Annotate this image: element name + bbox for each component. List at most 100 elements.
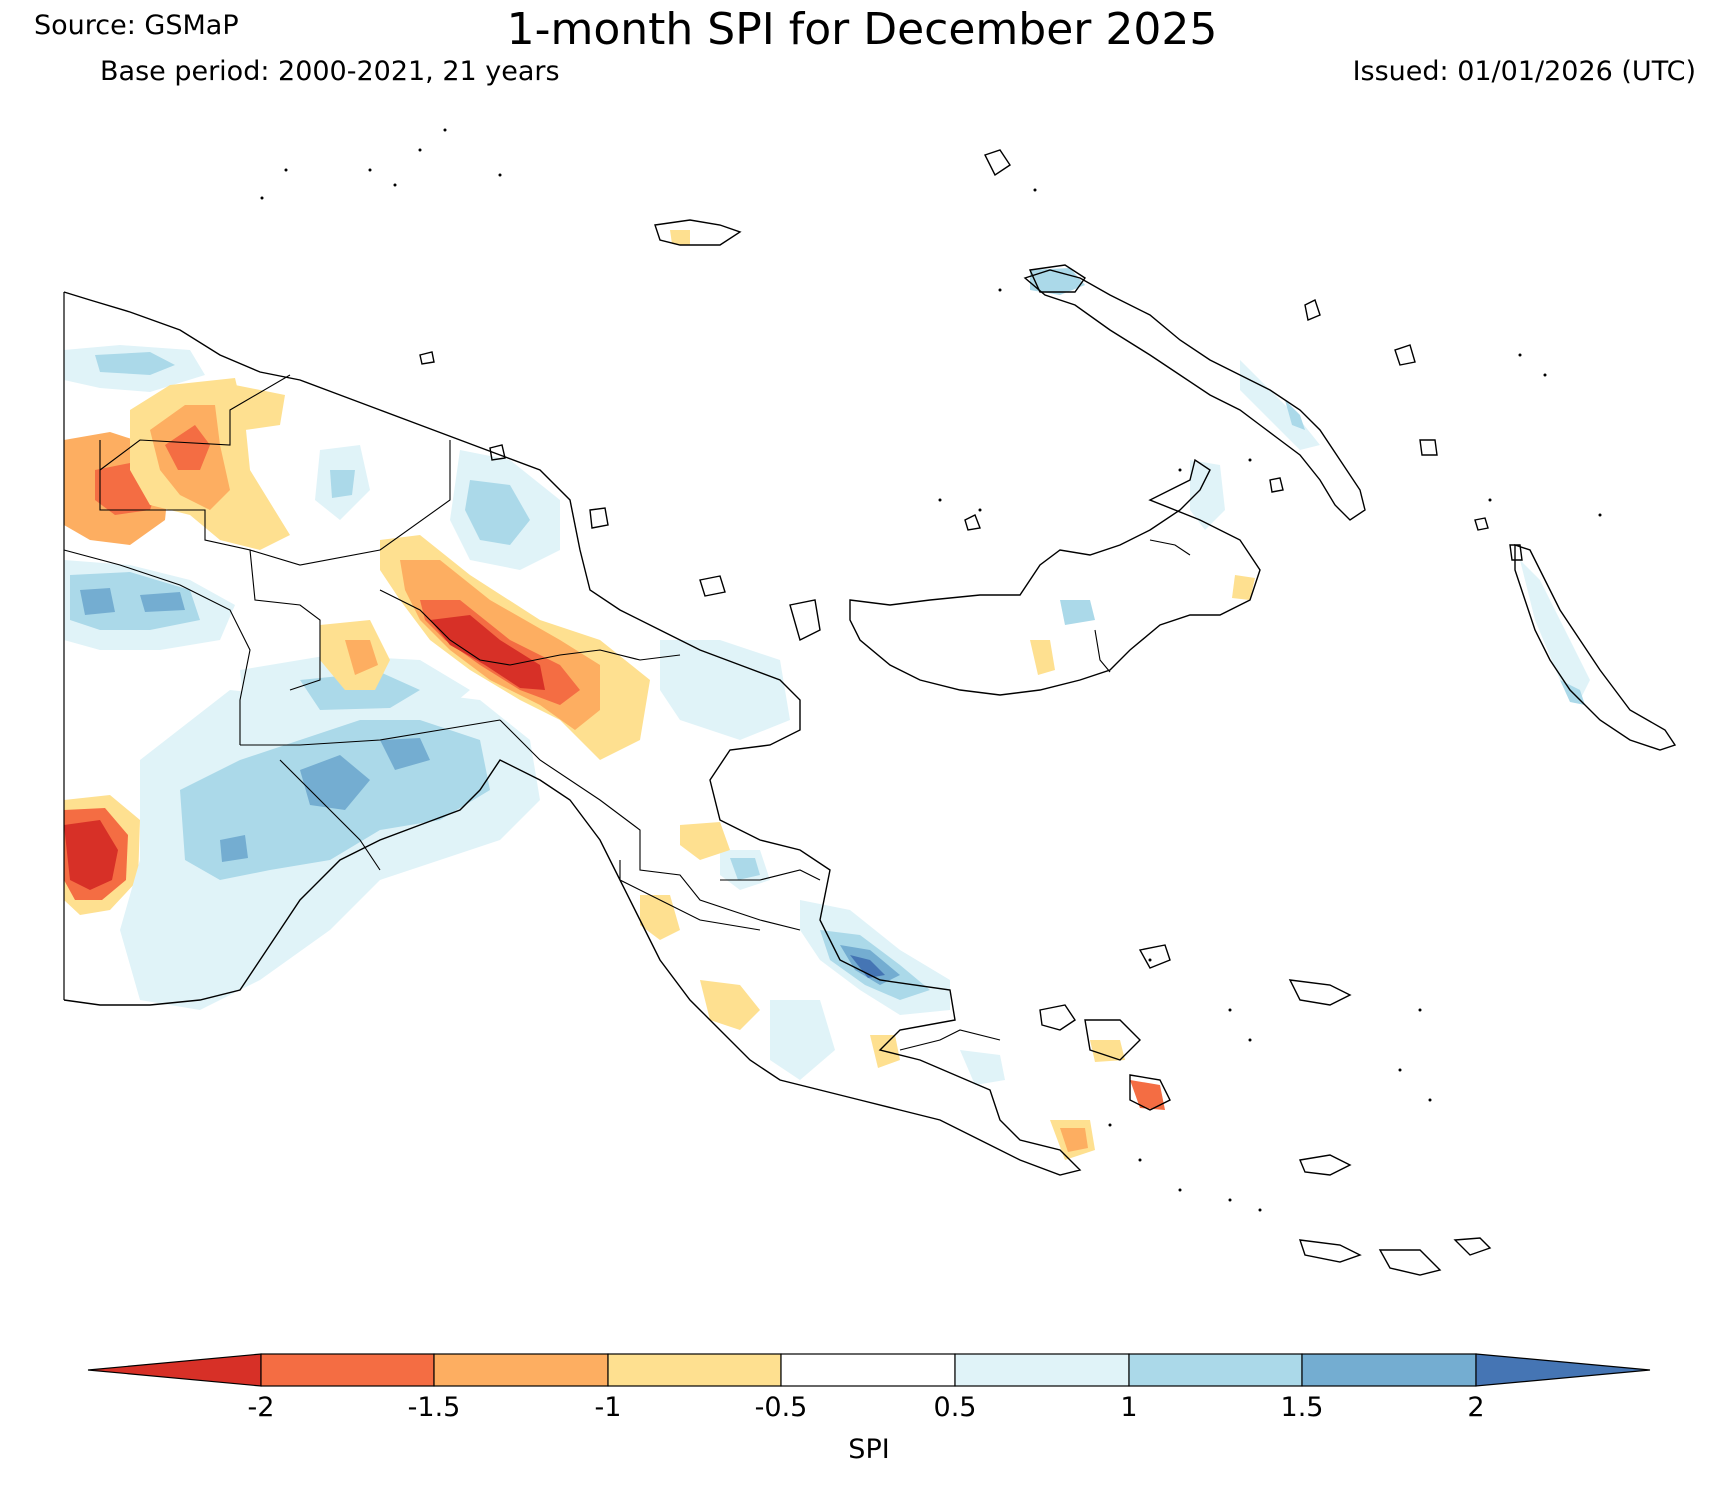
newbritain-boundary [1094,629,1111,673]
mainland-coastline [63,291,1082,1176]
cbar-tick: -1.5 [407,1392,461,1423]
schouten-island [419,351,435,365]
islet [418,148,422,152]
spi-patch-newbritain-wet [1190,460,1225,530]
islets-layer [260,128,1602,1212]
islet [1488,498,1492,502]
colorbar-label: SPI [848,1434,890,1465]
spi-patch-newbritain-dry2 [1030,640,1055,675]
cbar-seg-05-1 [954,1353,1130,1387]
umboi-island [789,599,821,642]
duke-york-island [1269,477,1284,493]
newhanover-coastline [1028,264,1086,293]
lihir-island [1394,344,1416,366]
dentrecasteaux-island-1 [1039,1004,1076,1031]
manus-coastline [654,219,742,246]
misima-island [1298,1239,1362,1263]
islet [1108,1123,1112,1127]
cbar-seg-extend-low [87,1353,262,1387]
spi-patch-west-wet3 [80,588,115,615]
colorbar-segments [87,1353,1651,1387]
spi-patch-morobe-dry [680,822,730,860]
spi-patch-north-wet2 [465,480,530,545]
spi-patch-east-wet [770,1000,835,1080]
louisiade-island [1378,1249,1442,1276]
spi-patch-sw-dry3 [64,820,118,890]
islet [260,196,264,200]
dentrecasteaux-island-3 [1129,1074,1171,1111]
province-boundary-4 [249,440,451,566]
map-title: 1-month SPI for December 2025 [506,4,1218,55]
province-boundary-8 [619,860,761,931]
tabar-island [1304,299,1321,321]
feni-island [1419,439,1438,456]
woodlark-island [1299,1154,1352,1176]
spi-patch-dentrecasteaux-dry [1090,1040,1125,1062]
spi-patch-south-wet4 [380,738,430,770]
islet [1248,458,1252,462]
spi-patch-milne-dry2 [1060,1128,1088,1152]
spi-patch-north-wet4 [330,470,355,498]
issued-date-label: Issued: 01/01/2026 (UTC) [1352,56,1696,87]
spi-patch-kiriwina-dry [670,230,690,245]
spi-patch-madang-wet [660,640,790,740]
province-boundary-9 [279,759,381,871]
cbar-seg-extend-high [1475,1353,1651,1387]
islet [998,288,1002,292]
islet [1598,513,1602,517]
islet [1178,1188,1182,1192]
islet [1428,1098,1432,1102]
spi-patch-highlands-dry6 [345,640,378,675]
ferguson-island [1138,944,1171,969]
islet [1138,1158,1142,1162]
islet [1228,1198,1232,1202]
islet [284,168,288,172]
cbar-tick: 1 [1120,1392,1138,1423]
province-boundary-11 [899,1029,1001,1051]
cbar-tick: 0.5 [933,1392,977,1423]
kairiru-island [489,444,506,461]
karkar-island [589,507,609,529]
spi-patch-east-wet2 [960,1050,1005,1085]
islet [938,498,942,502]
cbar-seg-neg05-05 [780,1353,956,1387]
spi-fill-layer [64,230,1590,1160]
cbar-seg-neg2-neg15 [260,1353,435,1387]
islet [1518,353,1522,357]
islet [1543,373,1547,377]
spi-patch-oro-wet4 [850,955,885,978]
spi-patch-gulf-dry [700,980,760,1030]
longisland [699,575,726,597]
rossel-island [1453,1237,1492,1256]
bougainville-coastline [1514,544,1677,751]
province-boundary-7 [499,719,801,931]
cbar-tick: -0.5 [754,1392,808,1423]
coastline-layer [63,149,1677,1276]
spi-patch-south-wet5 [220,835,248,862]
dentrecasteaux-island-2 [1084,1019,1141,1061]
islet [1248,1038,1252,1042]
spi-patch-bougainville-wet [1520,560,1590,700]
province-boundary-2 [99,440,321,691]
islet [498,173,502,177]
islet [393,183,397,187]
newireland-coastline [1023,269,1366,521]
spi-patch-west-wet2 [70,572,200,630]
cbar-tick: -2 [247,1392,275,1423]
cbar-seg-1-15 [1128,1353,1303,1387]
spi-patch-morobe-wet2 [730,858,760,880]
islet [1033,188,1037,192]
spi-patch-manus-wet [1030,268,1085,295]
newbritain-coastline [849,458,1261,696]
spi-patch-dentrecasteaux-dry2 [1130,1080,1165,1110]
cbar-seg-neg15-neg1 [433,1353,609,1387]
cbar-tick: -1 [594,1392,622,1423]
base-period-label: Base period: 2000-2021, 21 years [100,56,560,87]
nissan-island [1474,517,1489,531]
islet [368,168,372,172]
spi-patch-west-wet4 [140,592,185,612]
spi-patch-south-wet3 [300,755,370,810]
islet [978,508,982,512]
